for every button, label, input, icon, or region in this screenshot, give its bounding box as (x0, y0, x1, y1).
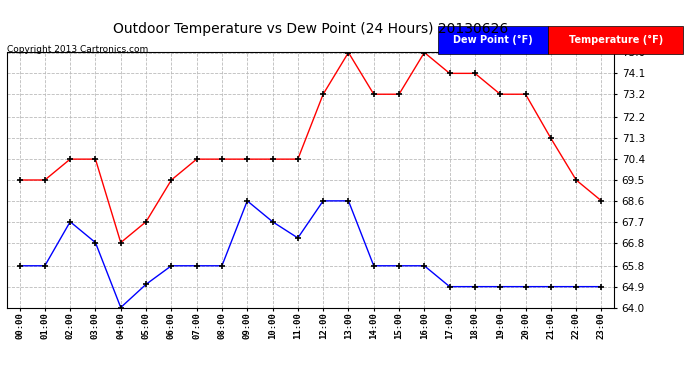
Text: Copyright 2013 Cartronics.com: Copyright 2013 Cartronics.com (7, 45, 148, 54)
Text: Dew Point (°F): Dew Point (°F) (453, 35, 533, 45)
Text: Temperature (°F): Temperature (°F) (569, 35, 663, 45)
Text: Outdoor Temperature vs Dew Point (24 Hours) 20130626: Outdoor Temperature vs Dew Point (24 Hou… (113, 22, 508, 36)
